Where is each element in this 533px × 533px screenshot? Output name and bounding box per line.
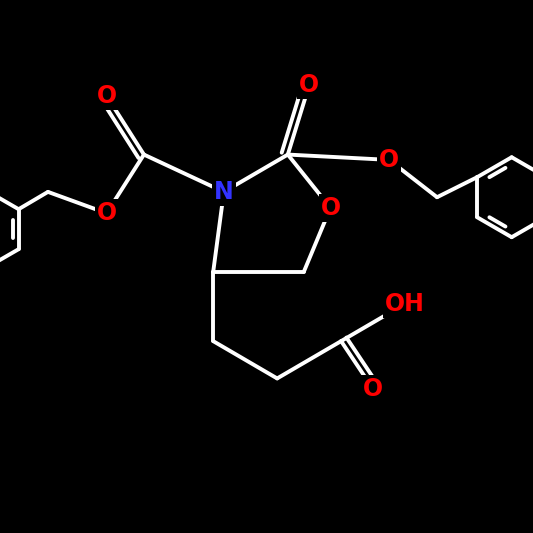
Text: O: O — [379, 148, 399, 172]
Text: OH: OH — [385, 292, 425, 316]
Text: N: N — [214, 180, 234, 204]
Text: O: O — [96, 201, 117, 225]
Text: O: O — [320, 196, 341, 220]
Text: O: O — [363, 377, 383, 401]
Text: O: O — [299, 73, 319, 98]
Text: O: O — [96, 84, 117, 108]
